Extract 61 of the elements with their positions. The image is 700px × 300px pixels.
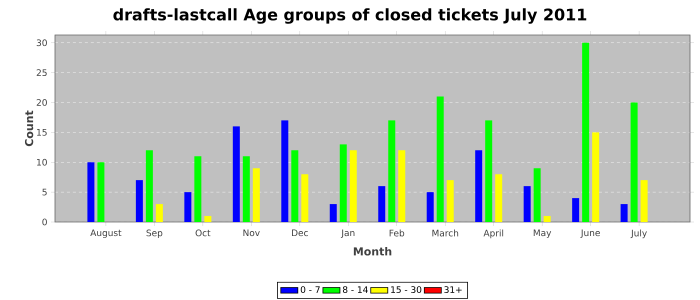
bar	[340, 144, 347, 222]
bar	[146, 150, 153, 222]
x-tick-label: Sep	[146, 230, 162, 238]
bar	[156, 204, 163, 222]
bar	[524, 186, 531, 222]
x-tick-label: Nov	[243, 230, 260, 236]
bar	[572, 198, 580, 222]
bar	[291, 150, 298, 222]
bar	[281, 120, 288, 222]
x-tick-label: Feb	[390, 230, 404, 236]
legend-label: 15 - 30	[391, 286, 422, 294]
chart-title: drafts-lastcall Age groups of closed tickets July 2011	[113, 8, 586, 24]
y-tick-label: 10	[37, 158, 47, 166]
bar	[426, 192, 434, 222]
x-tick-label: July	[630, 230, 647, 238]
x-tick-label: Jan	[340, 230, 354, 238]
bar	[475, 150, 482, 222]
x-tick-label: June	[580, 230, 600, 238]
bar	[330, 204, 337, 222]
x-tick-label: August	[90, 230, 122, 238]
bar	[592, 132, 600, 222]
bar	[582, 42, 590, 222]
x-axis-title: Month	[354, 247, 392, 256]
bar	[640, 180, 648, 222]
bar	[534, 168, 541, 222]
y-tick-label: 5	[42, 188, 47, 196]
x-tick-label: April	[484, 230, 504, 238]
bar	[485, 120, 492, 222]
y-tick-label: 15	[37, 129, 47, 136]
legend-label: 8 - 14	[342, 286, 368, 294]
bar	[388, 120, 396, 222]
bar	[620, 204, 628, 222]
bar	[630, 102, 638, 222]
bar	[136, 180, 143, 222]
bar	[87, 162, 94, 222]
bar	[398, 150, 406, 222]
bar	[301, 174, 308, 222]
y-tick-label: 25	[36, 69, 47, 76]
legend-label: 0 - 7	[300, 286, 320, 294]
bar	[544, 216, 551, 222]
bar	[97, 162, 104, 222]
bar	[378, 186, 386, 222]
bar	[446, 180, 454, 222]
bar	[242, 156, 250, 222]
bar	[184, 192, 192, 222]
bar	[252, 168, 260, 222]
bar	[232, 126, 240, 222]
bar	[204, 216, 212, 222]
x-tick-label: March	[432, 230, 458, 236]
y-tick-label: 0	[42, 218, 47, 226]
y-tick-label: 20	[36, 99, 47, 106]
x-tick-label: May	[534, 230, 552, 238]
bar	[350, 150, 357, 222]
x-tick-label: Dec	[292, 230, 308, 236]
x-tick-label: Oct	[196, 230, 210, 236]
y-axis-title: Count	[24, 110, 34, 146]
y-tick-label: 30	[36, 39, 47, 46]
bar	[495, 174, 502, 222]
bar	[194, 156, 202, 222]
legend-label: 31+	[444, 286, 462, 294]
bar	[436, 96, 444, 222]
